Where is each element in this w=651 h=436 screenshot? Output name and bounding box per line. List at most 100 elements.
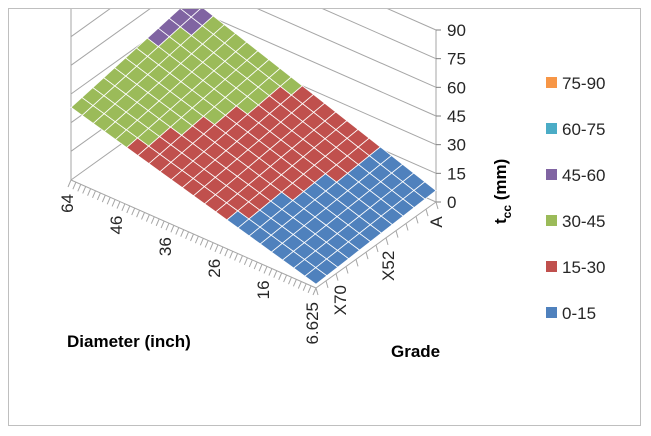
legend-label: 75-90	[562, 74, 605, 93]
x-tick-mark	[160, 220, 165, 229]
y-tick-label: X70	[331, 285, 350, 315]
x-tick-mark	[283, 274, 288, 283]
x-tick-mark	[165, 223, 170, 231]
x-tick-mark	[136, 210, 141, 218]
x-tick-mark	[190, 233, 194, 242]
x-axis-ticks: 6.625 16 26 36 46 64	[58, 179, 322, 345]
x-tick-mark	[194, 235, 199, 244]
z-tick-label: 0	[447, 193, 456, 212]
x-tick-mark	[155, 218, 160, 227]
gridline	[70, 9, 437, 60]
x-tick-label: 26	[205, 259, 224, 278]
x-tick-mark	[214, 244, 219, 252]
surface-chart: 0 15 30 45 60 75 90 6.625 16 26 36 46 64 X70 X52 A Di…	[58, 9, 605, 361]
y-tick-label: X52	[379, 251, 398, 281]
y-axis-title: Grade	[391, 342, 440, 361]
gridline	[70, 9, 437, 117]
z-tick-label: 45	[447, 107, 466, 126]
y-tick-mark	[315, 287, 319, 296]
y-tick-mark	[385, 237, 389, 245]
x-tick-mark	[312, 287, 317, 296]
y-tick-mark	[335, 273, 339, 281]
x-tick-mark	[258, 264, 263, 272]
y-tick-mark	[355, 259, 359, 267]
z-axis-title-unit: (mm)	[491, 159, 510, 205]
x-tick-mark	[297, 281, 302, 289]
y-axis-ticks: X70 X52 A	[315, 201, 446, 315]
x-tick-mark	[253, 261, 258, 270]
legend-swatch	[546, 77, 557, 88]
surface-cell	[413, 181, 437, 200]
z-axis-title-main: t	[491, 218, 510, 224]
z-tick-label: 90	[447, 21, 466, 40]
gridline	[387, 9, 437, 31]
y-tick-mark	[345, 266, 349, 274]
x-tick-mark	[243, 257, 248, 265]
y-tick-mark	[415, 216, 419, 224]
x-tick-mark	[307, 285, 312, 294]
x-tick-mark	[131, 207, 136, 216]
x-tick-mark	[278, 272, 283, 281]
surface-plot	[70, 9, 437, 285]
x-tick-mark	[87, 188, 92, 196]
x-tick-mark	[175, 227, 180, 235]
x-tick-mark	[219, 246, 224, 255]
y-tick-mark	[325, 280, 329, 288]
x-tick-mark	[72, 181, 77, 190]
x-tick-mark	[126, 205, 131, 214]
x-tick-label: 36	[156, 237, 175, 256]
legend-swatch	[546, 169, 557, 180]
x-tick-mark	[185, 231, 190, 240]
x-tick-label: 64	[58, 194, 77, 213]
x-tick-mark	[101, 194, 106, 203]
x-tick-label: 46	[107, 216, 126, 235]
x-tick-mark	[199, 238, 204, 246]
chart-area: 0 15 30 45 60 75 90 6.625 16 26 36 46 64 X70 X52 A Di…	[8, 8, 641, 426]
x-tick-mark	[229, 251, 234, 259]
legend-label: 30-45	[562, 212, 605, 231]
legend-label: 15-30	[562, 258, 605, 277]
y-tick-mark	[365, 252, 369, 260]
x-tick-mark	[111, 199, 116, 207]
z-axis-title: tcc (mm)	[491, 159, 514, 224]
x-tick-mark	[204, 240, 209, 248]
x-tick-mark	[273, 270, 278, 278]
x-tick-mark	[180, 229, 185, 237]
z-axis-ticks: 0 15 30 45 60 75 90	[436, 21, 466, 212]
legend-swatch	[546, 123, 557, 134]
x-tick-mark	[141, 212, 145, 220]
x-tick-mark	[150, 216, 155, 224]
z-axis-title-sub: cc	[500, 205, 514, 219]
x-tick-label: 6.625	[303, 302, 322, 345]
x-tick-label: 16	[254, 280, 273, 299]
legend-swatch	[546, 307, 557, 318]
y-tick-mark	[435, 201, 439, 210]
x-tick-mark	[292, 279, 297, 287]
y-tick-mark	[425, 209, 429, 217]
x-tick-mark	[77, 184, 82, 192]
legend: 75-90 60-75 45-60 30-45 15-30 0-15	[546, 74, 605, 323]
z-tick-label: 60	[447, 78, 466, 97]
z-tick-label: 15	[447, 164, 466, 183]
x-tick-mark	[82, 186, 87, 194]
legend-label: 60-75	[562, 120, 605, 139]
x-tick-mark	[224, 248, 229, 257]
x-tick-mark	[239, 255, 243, 263]
legend-swatch	[546, 215, 557, 226]
x-tick-mark	[248, 259, 253, 268]
x-tick-mark	[209, 242, 214, 250]
x-tick-mark	[96, 192, 101, 201]
x-tick-mark	[288, 277, 292, 285]
x-tick-mark	[116, 201, 121, 209]
y-tick-mark	[375, 244, 379, 253]
x-tick-mark	[268, 268, 273, 276]
x-tick-mark	[145, 214, 150, 222]
z-tick-label: 75	[447, 50, 466, 69]
x-tick-mark	[302, 283, 307, 291]
legend-swatch	[546, 261, 557, 272]
y-tick-mark	[405, 223, 409, 231]
gridline	[70, 9, 437, 88]
x-axis-title: Diameter (inch)	[67, 332, 191, 351]
legend-label: 45-60	[562, 166, 605, 185]
x-tick-mark	[170, 225, 175, 233]
